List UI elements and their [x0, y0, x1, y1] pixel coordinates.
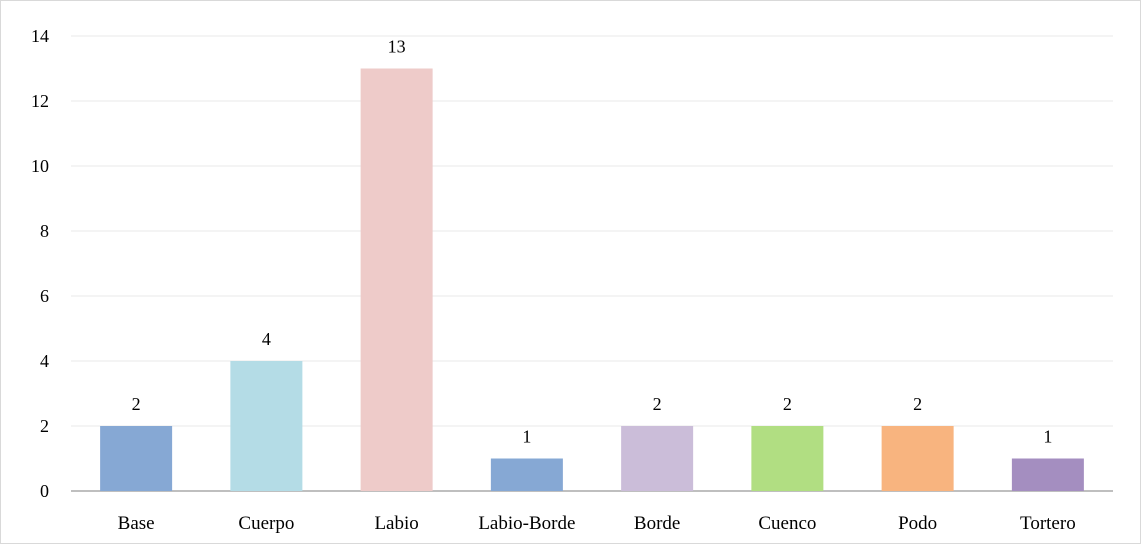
data-label: 4 — [262, 329, 271, 349]
x-tick-label: Borde — [634, 513, 680, 534]
data-labels: 2 4 13 1 2 2 2 1 — [132, 37, 1053, 447]
data-label: 2 — [913, 394, 922, 414]
data-label: 13 — [388, 37, 406, 57]
y-tick-label: 0 — [40, 481, 49, 501]
bars — [100, 68, 1084, 491]
data-label: 2 — [132, 394, 141, 414]
data-label: 2 — [653, 394, 662, 414]
data-label: 1 — [522, 427, 531, 447]
y-tick-label: 10 — [31, 156, 49, 176]
x-tick-label: Labio — [374, 513, 418, 534]
y-tick-label: 12 — [31, 91, 49, 111]
bar-tortero — [1011, 458, 1084, 491]
y-tick-label: 14 — [31, 26, 49, 46]
gridlines — [71, 35, 1113, 492]
bar-base — [100, 426, 173, 491]
data-label: 1 — [1043, 427, 1052, 447]
x-tick-label: Base — [118, 513, 155, 534]
bar-cuerpo — [230, 361, 303, 491]
x-tick-label: Cuerpo — [238, 513, 294, 534]
y-tick-label: 8 — [40, 221, 49, 241]
x-tick-label: Labio-Borde — [478, 513, 575, 534]
bar-labio — [360, 68, 433, 491]
x-axis-ticks: Base Cuerpo Labio Labio-Borde Borde Cuenco Pod… — [118, 513, 1076, 534]
y-tick-label: 4 — [40, 351, 49, 371]
y-axis-ticks: 0 2 4 6 8 10 12 14 — [31, 26, 49, 501]
bar-podo — [881, 426, 954, 491]
bar-labio-borde — [490, 458, 563, 491]
x-tick-label: Tortero — [1020, 513, 1076, 534]
y-tick-label: 6 — [40, 286, 49, 306]
y-tick-label: 2 — [40, 416, 49, 436]
x-tick-label: Cuenco — [758, 513, 816, 534]
data-label: 2 — [783, 394, 792, 414]
bar-borde — [621, 426, 694, 491]
x-tick-label: Podo — [898, 513, 937, 534]
bar-cuenco — [751, 426, 824, 491]
